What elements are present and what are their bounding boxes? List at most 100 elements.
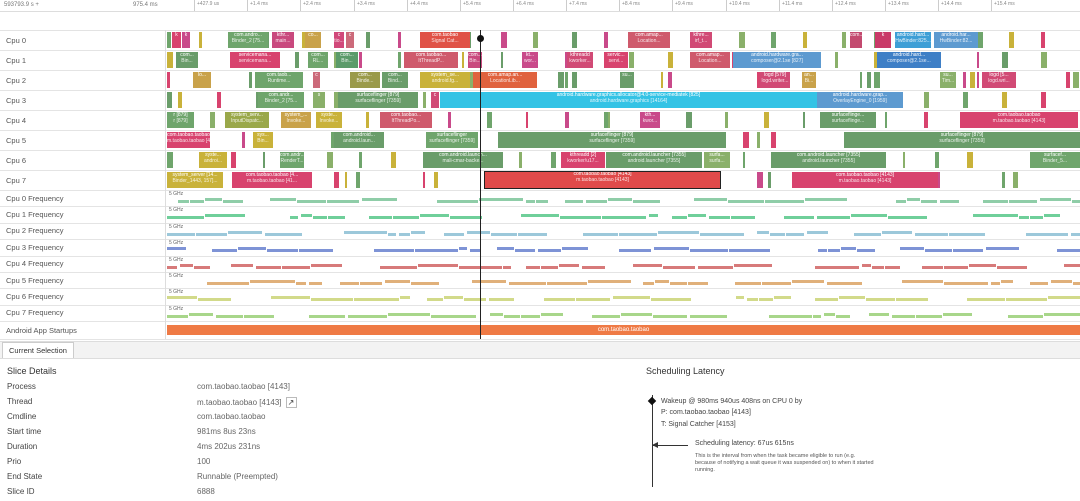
cpu-frequency-track[interactable]: Cpu 6 Frequency 5 GHz: [0, 288, 1080, 306]
cpu-slice[interactable]: [1066, 72, 1070, 88]
cpu-slice[interactable]: r [879] r [879]: [167, 112, 194, 128]
cpu-slice[interactable]: [359, 52, 362, 68]
cpu-slice[interactable]: com.andro... Binder_2 [75...: [228, 32, 268, 48]
cpu-slice[interactable]: [803, 32, 807, 48]
cpu-slice[interactable]: [963, 92, 968, 108]
time-ruler[interactable]: 593793.9 s + 975.4 ms +427.9 us +1.4 ms +2…: [0, 0, 1080, 12]
cpu-slice[interactable]: [604, 112, 610, 128]
cpu-slice[interactable]: android.hardware.gra... composer@2.1se [8…: [733, 52, 821, 68]
cpu-slice[interactable]: [924, 112, 928, 128]
cpu-slice[interactable]: kt... wor...: [522, 52, 538, 68]
cpu-slice[interactable]: [572, 72, 577, 88]
track-label[interactable]: Cpu 5 Frequency: [0, 272, 166, 289]
cpu-slice[interactable]: com.taobao... ItThreadPo...: [380, 112, 432, 128]
cpu-slice[interactable]: servicemana... servicemana...: [230, 52, 280, 68]
cpu-slice[interactable]: android.har... HwBinder:82...: [934, 32, 978, 48]
cpu-slice[interactable]: [629, 52, 634, 68]
cpu-slice[interactable]: [469, 72, 473, 88]
cpu-slice[interactable]: com.taobao.taobao [4143] m.taobao.taobao …: [792, 172, 938, 188]
cpu-slice[interactable]: kthre... irf_t...: [690, 32, 712, 48]
cpu-track[interactable]: Cpu 7 system_server [14... Binder_1443, 15…: [0, 170, 1080, 191]
cpu-slice[interactable]: [356, 172, 360, 188]
cpu-slice[interactable]: android.hardware.graphics.allocator@4.0-…: [440, 92, 817, 108]
cpu-slice[interactable]: [1041, 32, 1045, 48]
cpu-slice[interactable]: [867, 72, 871, 88]
cpu-slice[interactable]: [1002, 172, 1005, 188]
cpu-slice[interactable]: [167, 152, 173, 168]
cpu-slice[interactable]: surfaceflinger [879] surfaceflinger [7359…: [498, 132, 726, 148]
cpu-slice[interactable]: [242, 132, 245, 148]
cpu-slice[interactable]: com... Bin...: [176, 52, 198, 68]
cpu-slice[interactable]: [977, 52, 979, 68]
cpu-track[interactable]: Cpu 2 lo... com.taob... Runtime... c com... Bi…: [0, 70, 1080, 91]
cpu-slice[interactable]: [199, 32, 202, 48]
cpu-slice[interactable]: [757, 172, 763, 188]
tab-current-selection[interactable]: Current Selection: [2, 342, 74, 358]
cpu-slice[interactable]: [565, 112, 569, 128]
cpu-frequency-track[interactable]: Cpu 2 Frequency 5 GHz: [0, 222, 1080, 241]
track-label[interactable]: Cpu 0 Frequency: [0, 190, 166, 207]
cpu-slice[interactable]: com.andr... Binder_2 [75...: [258, 92, 304, 108]
cpu-slice[interactable]: [398, 52, 401, 68]
cpu-slice[interactable]: [295, 52, 299, 68]
cpu-slice[interactable]: syste... androi...: [199, 152, 227, 168]
cpu-slice[interactable]: logd [579] logd.writer...: [760, 72, 790, 88]
cpu-slice[interactable]: [210, 112, 215, 128]
cpu-slice[interactable]: com.taob... Runtime...: [255, 72, 303, 88]
cpu-slice[interactable]: android.hard... HwBinder:825...: [895, 32, 931, 48]
cpu-slice[interactable]: [331, 132, 335, 148]
cpu-slice[interactable]: [423, 92, 426, 108]
cpu-slice[interactable]: com.android.launch... mali-cmar-backe...: [423, 152, 503, 168]
cpu-slice[interactable]: com.android... android.laun...: [334, 132, 384, 148]
cpu-slice[interactable]: an... Bi...: [802, 72, 816, 88]
cpu-slice[interactable]: [757, 132, 760, 148]
cpu-slice[interactable]: com.amap... Location...: [690, 52, 730, 68]
cpu-slice[interactable]: [334, 172, 339, 188]
cpu-slice[interactable]: com.andr... RenderT...: [280, 152, 304, 168]
cpu-slice[interactable]: [874, 72, 880, 88]
cpu-slice[interactable]: android.hardware.grap... OverlayEngine_0 …: [817, 92, 903, 108]
cpu-slice[interactable]: com.taobao Signal Cat...: [420, 32, 470, 48]
cpu-slice[interactable]: system_serv... InputDispatc...: [225, 112, 269, 128]
cpu-slice[interactable]: com.taobao.taobao [4... m.taobao.taobao […: [232, 172, 312, 188]
cpu-slice[interactable]: kthr... main...: [272, 32, 294, 48]
cpu-slice[interactable]: com... Bin...: [468, 52, 482, 68]
cpu-slice[interactable]: [167, 72, 170, 88]
external-link-icon[interactable]: ↗: [285, 397, 297, 408]
cpu-slice[interactable]: [977, 32, 983, 48]
track-label[interactable]: Cpu 3: [0, 90, 166, 110]
cpu-slice[interactable]: [167, 32, 171, 48]
cpu-slice[interactable]: [327, 152, 333, 168]
selected-cpu-slice[interactable]: com.taobao.taobao [4143] m.taobao.taobao …: [484, 171, 721, 189]
track-label[interactable]: Cpu 2: [0, 70, 166, 90]
cpu-track[interactable]: Cpu 6 syste... androi... com.andr... RenderT…: [0, 150, 1080, 171]
cpu-slice[interactable]: [668, 52, 673, 68]
cpu-slice[interactable]: surfaceflinger [879] surfaceflinger [7359…: [338, 92, 418, 108]
cpu-slice[interactable]: sys... Bin...: [253, 132, 273, 148]
cpu-slice[interactable]: kthreadd kworker...: [567, 52, 593, 68]
cpu-slice[interactable]: [526, 112, 528, 128]
cpu-slice[interactable]: [448, 112, 451, 128]
cpu-frequency-track[interactable]: Cpu 5 Frequency 5 GHz: [0, 272, 1080, 290]
cpu-slice[interactable]: c tio...: [334, 32, 344, 48]
cpu-slice[interactable]: [903, 152, 905, 168]
time-cursor-marker[interactable]: [477, 35, 484, 42]
cpu-slice[interactable]: c: [313, 72, 320, 88]
cpu-slice[interactable]: [860, 72, 862, 88]
cpu-slice[interactable]: [604, 32, 608, 48]
cpu-slice[interactable]: co...: [305, 32, 321, 48]
cpu-slice[interactable]: [487, 112, 492, 128]
cpu-frequency-track[interactable]: Cpu 3 Frequency 5 GHz: [0, 239, 1080, 257]
cpu-slice[interactable]: syste... Invoke...: [316, 112, 342, 128]
cpu-slice[interactable]: [359, 152, 362, 168]
cpu-slice[interactable]: k: [172, 32, 181, 48]
cpu-slice[interactable]: [469, 32, 471, 48]
track-label[interactable]: Cpu 2 Frequency: [0, 222, 166, 240]
cpu-slice[interactable]: [345, 172, 347, 188]
cpu-slice[interactable]: [231, 152, 236, 168]
cpu-slice[interactable]: surfa... surfa...: [704, 152, 730, 168]
cpu-slice[interactable]: [1041, 92, 1046, 108]
